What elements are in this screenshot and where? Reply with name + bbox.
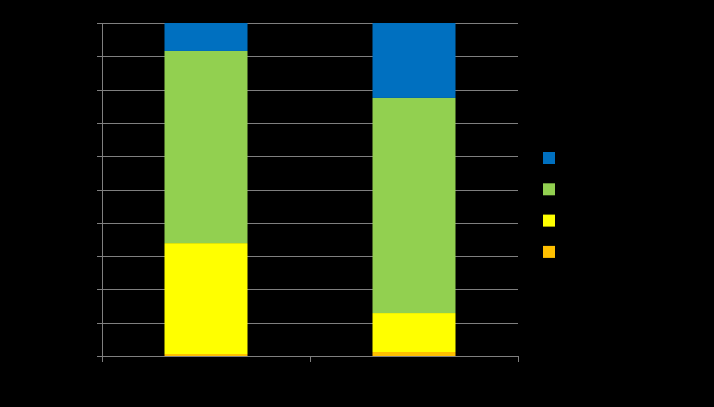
- bar-segment: [372, 352, 456, 356]
- legend-swatch: [543, 152, 555, 164]
- bar-segment: [372, 23, 456, 98]
- bar-segment: [372, 313, 456, 353]
- legend-swatch: [543, 183, 555, 196]
- bar-segment: [164, 23, 248, 51]
- legend-swatch: [543, 245, 555, 258]
- bar-segment: [372, 97, 456, 314]
- bar-segment: [164, 354, 248, 356]
- bar-segment: [164, 50, 248, 244]
- legend-swatch: [543, 214, 555, 227]
- bar-segment: [164, 243, 248, 355]
